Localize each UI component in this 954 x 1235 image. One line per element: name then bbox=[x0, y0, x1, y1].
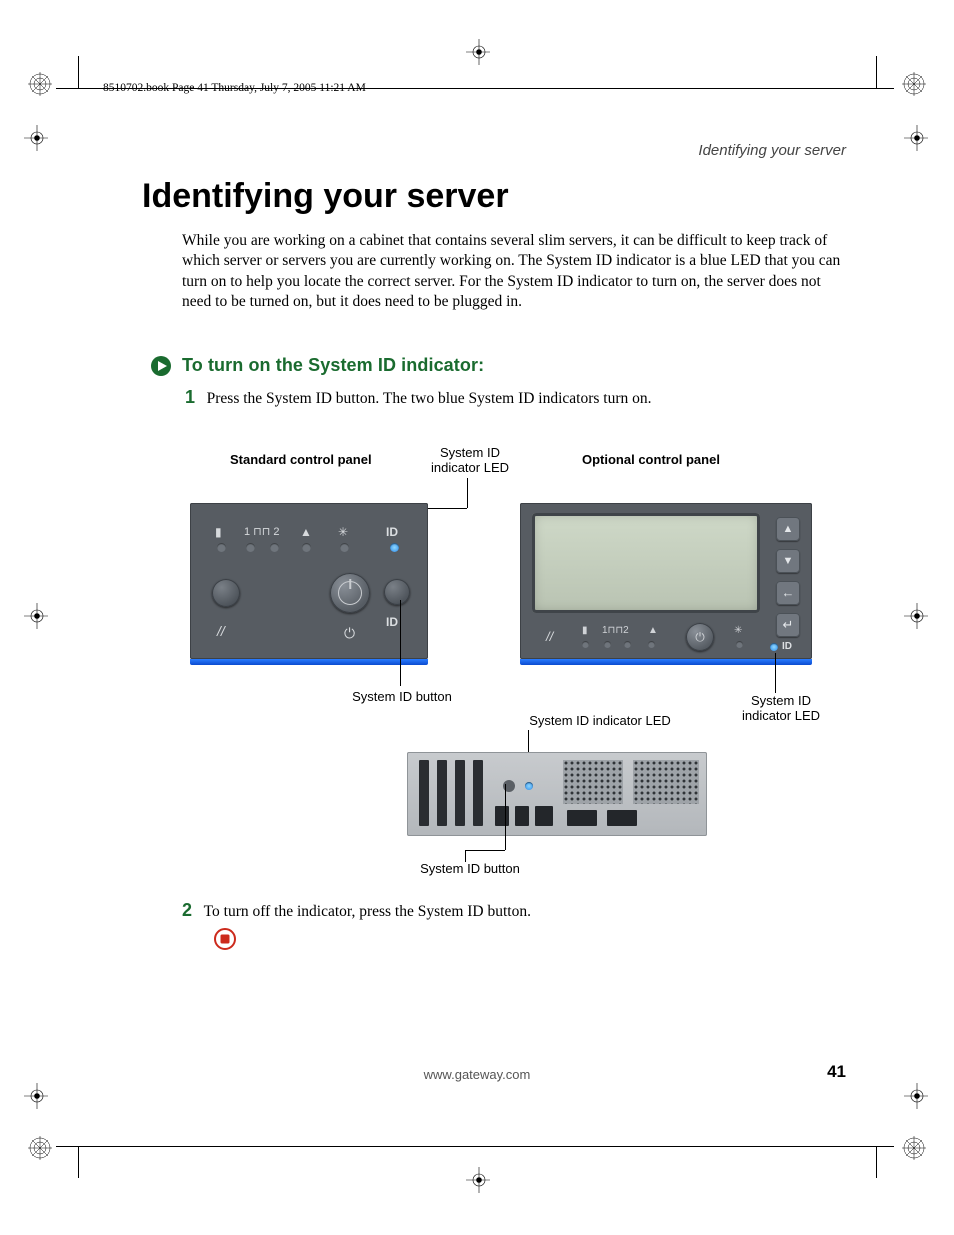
print-mark-crosshair bbox=[24, 1084, 48, 1108]
step-1-text: Press the System ID button. The two blue… bbox=[207, 390, 652, 407]
page-id-line: 8510702.book Page 41 Thursday, July 7, 2… bbox=[103, 82, 366, 94]
print-mark-crosshair bbox=[904, 1084, 928, 1108]
hdd-icon: ▮ bbox=[582, 625, 588, 636]
label-sysid-led-rear: System ID indicator LED bbox=[510, 714, 690, 729]
print-mark-radial bbox=[902, 1136, 926, 1160]
stop-icon bbox=[214, 928, 236, 950]
label-sysid-led-top: System ID indicator LED bbox=[415, 446, 525, 476]
pci-slot bbox=[437, 760, 447, 826]
crop-line-bottom bbox=[56, 1146, 894, 1147]
print-mark-crosshair bbox=[904, 604, 928, 628]
step-2-number: 2 bbox=[182, 900, 192, 920]
crop-tick-top-left bbox=[78, 56, 79, 88]
misc-led bbox=[340, 543, 349, 552]
print-mark-radial bbox=[28, 72, 52, 96]
play-icon bbox=[150, 355, 172, 377]
step-2-text: To turn off the indicator, press the Sys… bbox=[204, 903, 531, 920]
callout-line bbox=[775, 653, 776, 693]
port-block bbox=[495, 806, 509, 826]
net2-led bbox=[624, 641, 631, 648]
net1-led bbox=[246, 543, 255, 552]
page-title: Identifying your server bbox=[142, 177, 509, 216]
port-block bbox=[607, 810, 637, 826]
standard-control-panel: ▮ 1 ⊓⊓ 2 ▲ ✳ ID ID // ⏻ bbox=[190, 503, 428, 659]
label-optional-panel: Optional control panel bbox=[582, 453, 772, 468]
sysid-button bbox=[384, 579, 410, 605]
intro-paragraph: While you are working on a cabinet that … bbox=[182, 231, 852, 313]
power-icon: ⏻ bbox=[695, 630, 705, 645]
footer-url: www.gateway.com bbox=[0, 1067, 954, 1082]
print-mark-crosshair bbox=[24, 126, 48, 150]
print-mark-crosshair bbox=[904, 126, 928, 150]
print-mark-crosshair bbox=[466, 40, 490, 64]
print-mark-radial bbox=[28, 1136, 52, 1160]
misc-icon: ✳ bbox=[338, 525, 348, 539]
label-sysid-led-opt: System ID indicator LED bbox=[726, 694, 836, 724]
alert-led bbox=[302, 543, 311, 552]
enter-key: ↵ bbox=[776, 613, 800, 637]
step-2: 2 To turn off the indicator, press the S… bbox=[182, 900, 842, 921]
optional-control-panel: ▲ ▼ ← ↵ // ▮ 1⊓⊓2 ▲ ⏻ ✳ ID bbox=[520, 503, 812, 659]
panel-accent-bar bbox=[190, 659, 428, 665]
running-head: Identifying your server bbox=[698, 142, 846, 159]
callout-line bbox=[400, 600, 401, 686]
crop-tick-top-right bbox=[876, 56, 877, 88]
callout-line bbox=[465, 850, 505, 851]
id-label: ID bbox=[386, 525, 398, 539]
procedure-title: To turn on the System ID indicator: bbox=[182, 355, 484, 376]
net1-led bbox=[604, 641, 611, 648]
hdd-led bbox=[582, 641, 589, 648]
port-block bbox=[515, 806, 529, 826]
print-mark-radial bbox=[902, 72, 926, 96]
down-key: ▼ bbox=[776, 549, 800, 573]
misc-led bbox=[736, 641, 743, 648]
crop-tick-bottom-left bbox=[78, 1146, 79, 1178]
page-number: 41 bbox=[827, 1062, 846, 1082]
power-ring bbox=[330, 573, 370, 613]
panel-accent-bar bbox=[520, 659, 812, 665]
alert-icon: ▲ bbox=[300, 525, 312, 539]
alert-led bbox=[648, 641, 655, 648]
sysid-led bbox=[390, 543, 399, 552]
misc-icon: ✳ bbox=[734, 625, 742, 636]
left-key: ← bbox=[776, 581, 800, 605]
crop-tick-bottom-right bbox=[876, 1146, 877, 1178]
pci-slot bbox=[419, 760, 429, 826]
step-1-number: 1 bbox=[185, 387, 195, 407]
vent-grille bbox=[633, 760, 699, 804]
power-button: ⏻ bbox=[686, 623, 714, 651]
print-mark-crosshair bbox=[466, 1168, 490, 1192]
net-icon: 1 ⊓⊓ 2 bbox=[244, 525, 280, 538]
sysid-led bbox=[770, 643, 778, 651]
step-1: 1 Press the System ID button. The two bl… bbox=[185, 387, 845, 408]
id-label: ID bbox=[386, 615, 398, 629]
nmi-icon: // bbox=[546, 629, 553, 644]
up-key: ▲ bbox=[776, 517, 800, 541]
label-sysid-button-std: System ID button bbox=[337, 690, 467, 705]
hdd-led bbox=[217, 543, 226, 552]
callout-line bbox=[505, 784, 506, 850]
lcd-screen bbox=[532, 513, 760, 613]
label-standard-panel: Standard control panel bbox=[230, 453, 410, 468]
net2-led bbox=[270, 543, 279, 552]
nmi-icon: // bbox=[217, 623, 225, 639]
nmi-button bbox=[212, 579, 240, 607]
pci-slot bbox=[455, 760, 465, 826]
power-icon: ⏻ bbox=[344, 625, 355, 642]
print-mark-crosshair bbox=[24, 604, 48, 628]
alert-icon: ▲ bbox=[648, 625, 658, 636]
rear-panel bbox=[407, 752, 707, 836]
pci-slot bbox=[473, 760, 483, 826]
sysid-led-rear bbox=[525, 782, 533, 790]
callout-line bbox=[467, 478, 468, 508]
vent-grille bbox=[563, 760, 623, 804]
port-block bbox=[567, 810, 597, 826]
net-icon: 1⊓⊓2 bbox=[602, 625, 629, 636]
hdd-icon: ▮ bbox=[215, 525, 222, 539]
port-block bbox=[535, 806, 553, 826]
id-label: ID bbox=[782, 641, 792, 652]
label-sysid-button-rear: System ID button bbox=[400, 862, 540, 877]
